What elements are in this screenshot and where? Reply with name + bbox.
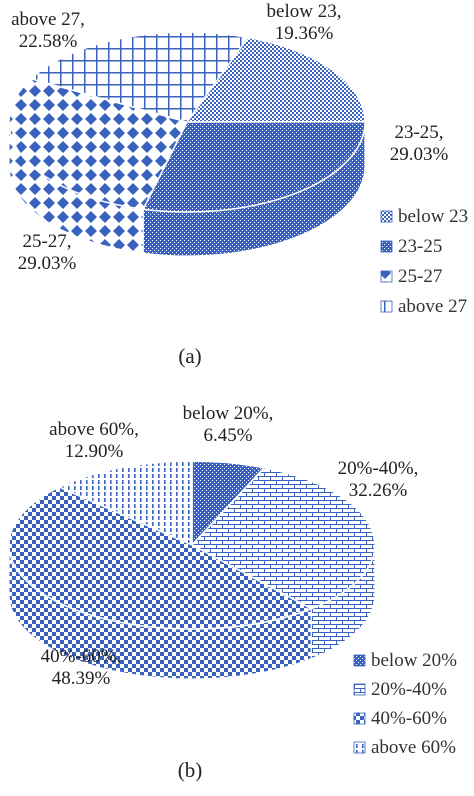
- legend-swatch-below-23: [380, 210, 393, 223]
- legend-swatch-above-60pct: [353, 741, 366, 754]
- data-label-above-27-percent: 22.58%: [19, 31, 78, 52]
- data-label-23-25-percent: 29.03%: [390, 144, 449, 165]
- legend-label-above-27: above 27: [398, 296, 467, 317]
- data-label-below-23-percent: 19.36%: [275, 23, 334, 44]
- legend: below 20% 20%-40% 40%-60% above 60%: [353, 650, 457, 758]
- legend-label-below-20pct: below 20%: [371, 650, 457, 671]
- data-label-25-27-percent: 29.03%: [18, 253, 77, 274]
- legend-swatch-above-27: [380, 300, 393, 313]
- caption-a: (a): [178, 344, 202, 368]
- data-label-25-27-name: 25-27,: [22, 231, 71, 252]
- pie-chart-a: below 23,19.36%23-25,29.03%25-27,29.03%a…: [8, 1, 468, 317]
- data-label-above-60pct-name: above 60%,: [49, 419, 139, 440]
- pie-top-outline: [8, 460, 376, 630]
- legend-swatch-40pct-60pct: [353, 712, 366, 725]
- legend-label-25-27: 25-27: [398, 266, 442, 287]
- legend-label-below-23: below 23: [398, 206, 468, 227]
- data-label-20pct-40pct-percent: 32.26%: [349, 480, 408, 501]
- legend-label-above-60pct: above 60%: [371, 737, 456, 758]
- legend: below 23 23-25 25-27 above 27: [380, 206, 468, 317]
- data-label-23-25-name: 23-25,: [394, 122, 443, 143]
- legend-swatch-25-27: [380, 270, 393, 283]
- data-label-20pct-40pct-name: 20%-40%,: [338, 458, 419, 479]
- data-label-40pct-60pct-percent: 48.39%: [52, 668, 111, 689]
- pie-chart-b: below 20%,6.45% 20%-40%,32.26% 40%-60%,48.…: [8, 403, 457, 758]
- data-label-below-20pct-percent: 6.45%: [203, 425, 252, 446]
- data-label-above-27-name: above 27,: [11, 9, 85, 30]
- legend-swatch-20pct-40pct: [353, 683, 366, 696]
- legend-swatch-below-20pct: [353, 654, 366, 667]
- pie-top-outline: [8, 31, 366, 213]
- legend-label-40pct-60pct: 40%-60%: [371, 708, 447, 729]
- legend-label-20pct-40pct: 20%-40%: [371, 679, 447, 700]
- legend-swatch-23-25: [380, 240, 393, 253]
- data-label-below-20pct-name: below 20%,: [183, 403, 274, 424]
- data-label-40pct-60pct-name: 40%-60%,: [41, 646, 122, 667]
- caption-b: (b): [177, 758, 203, 782]
- legend-label-23-25: 23-25: [398, 236, 442, 257]
- data-label-above-60pct-percent: 12.90%: [65, 441, 124, 462]
- data-label-below-23-name: below 23,: [267, 1, 342, 22]
